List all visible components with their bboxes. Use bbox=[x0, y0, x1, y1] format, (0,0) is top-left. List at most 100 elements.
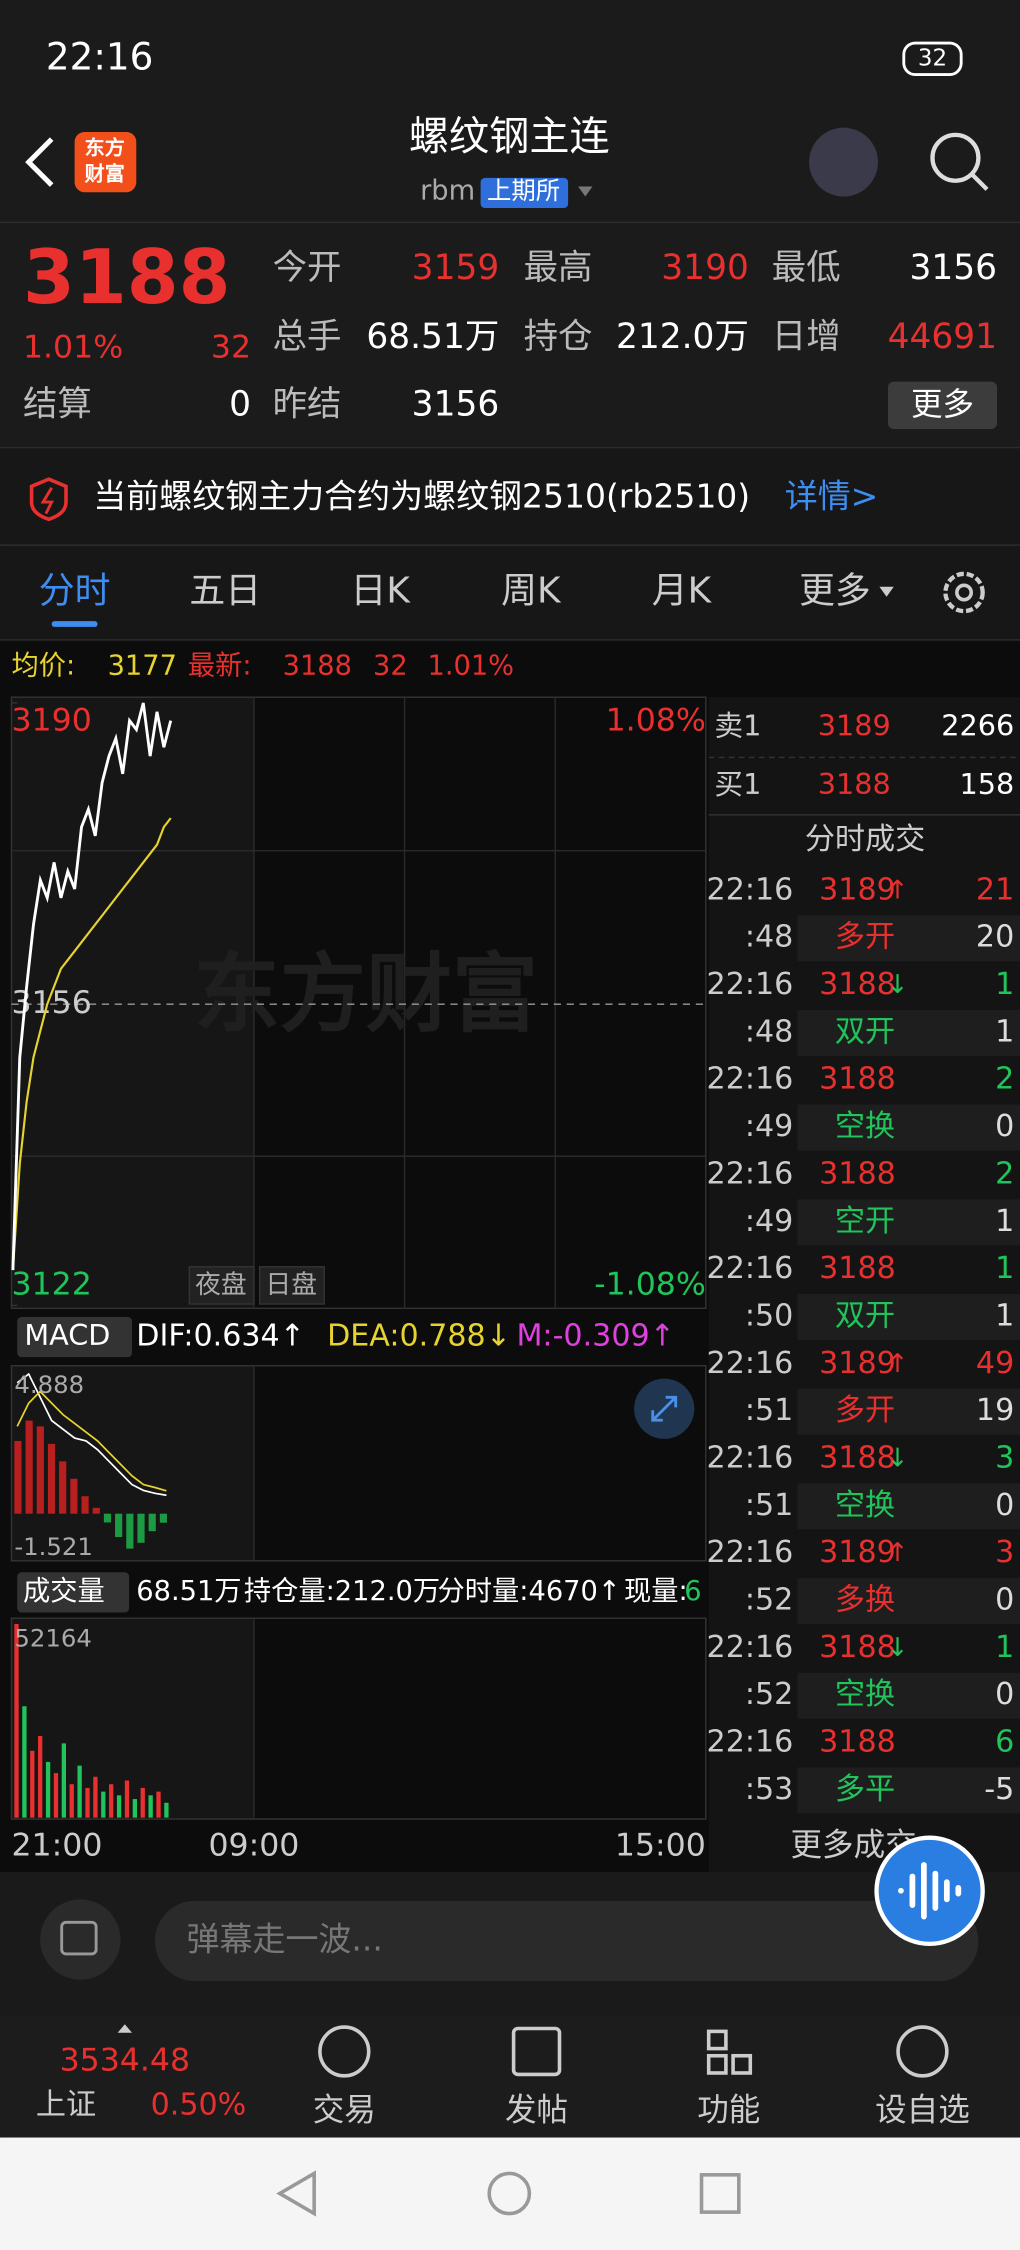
index-value[interactable]: 3534.48 bbox=[60, 2042, 190, 2078]
volume-bar bbox=[85, 1787, 90, 1818]
average-line bbox=[11, 817, 172, 1271]
system-recents[interactable] bbox=[699, 2173, 741, 2214]
tab[interactable]: 更多 bbox=[799, 570, 871, 611]
trade-arrow: ↓ bbox=[887, 1633, 909, 1663]
trade-second: :51 bbox=[745, 1488, 793, 1523]
change-pct: 1.01% bbox=[23, 330, 123, 366]
trade-time: 22:16 bbox=[707, 1346, 794, 1381]
macd-bar bbox=[103, 1513, 112, 1523]
y-tick-label: 4.888 bbox=[14, 1370, 84, 1399]
system-home[interactable] bbox=[487, 2171, 532, 2216]
indicator-name[interactable]: 成交量 bbox=[23, 1576, 105, 1607]
dropdown-icon[interactable] bbox=[879, 586, 894, 597]
trade-row-bg bbox=[797, 915, 1020, 962]
trade-price: 3188 bbox=[819, 1440, 896, 1475]
index-name[interactable]: 上证 bbox=[36, 2087, 96, 2122]
tab[interactable]: 日K bbox=[350, 570, 411, 611]
settings-button[interactable] bbox=[955, 583, 974, 602]
settings-button[interactable] bbox=[943, 571, 985, 614]
trade-icon[interactable] bbox=[318, 2025, 371, 2078]
y-tick-label: 3190 bbox=[11, 703, 91, 739]
search-button[interactable] bbox=[930, 132, 981, 183]
function-icon[interactable] bbox=[706, 2053, 728, 2075]
nav-item[interactable]: 交易 bbox=[313, 2093, 376, 2129]
nav-item[interactable]: 设自选 bbox=[875, 2093, 970, 2129]
watchlist-icon[interactable] bbox=[896, 2025, 949, 2078]
nav-item[interactable]: 功能 bbox=[697, 2093, 760, 2129]
tab[interactable]: 五日 bbox=[189, 570, 261, 611]
trade-price: 3188 bbox=[819, 1251, 896, 1286]
indicator-selector[interactable] bbox=[17, 1316, 132, 1358]
trade-second: :52 bbox=[745, 1582, 793, 1617]
trade-time: 22:16 bbox=[707, 1630, 794, 1665]
indicator-name[interactable]: MACD bbox=[24, 1318, 110, 1352]
trade-price: 3188 bbox=[819, 1156, 896, 1191]
trade-oi: 1 bbox=[995, 1298, 1014, 1333]
back-button[interactable] bbox=[25, 137, 54, 187]
index-pct[interactable]: 0.50% bbox=[151, 2087, 247, 2122]
danmaku-icon[interactable] bbox=[60, 1920, 98, 1956]
trade-type: 多开 bbox=[835, 920, 895, 955]
post-icon[interactable] bbox=[511, 2026, 562, 2077]
label: 持仓量:212.0万 bbox=[244, 1576, 440, 1607]
trade-time: 22:16 bbox=[707, 967, 794, 1002]
voice-button[interactable] bbox=[874, 1835, 985, 1947]
x-tick-label: 09:00 bbox=[208, 1827, 299, 1863]
trade-price: 3188 bbox=[819, 967, 896, 1002]
trade-time: 22:16 bbox=[707, 872, 794, 907]
function-icon[interactable] bbox=[706, 2029, 728, 2051]
book-label: 卖1 bbox=[714, 708, 761, 742]
expand-icon[interactable] bbox=[651, 1395, 678, 1422]
volume-bar bbox=[14, 1623, 19, 1818]
macd-bar bbox=[115, 1513, 123, 1537]
system-back[interactable] bbox=[276, 2170, 316, 2217]
label: M:-0.309↑ bbox=[516, 1319, 674, 1354]
comment-input[interactable] bbox=[154, 1900, 979, 1982]
function-icon[interactable] bbox=[731, 2053, 753, 2075]
nav-item[interactable]: 发帖 bbox=[505, 2093, 568, 2129]
trade-time: 22:16 bbox=[707, 1251, 794, 1286]
page-title: 螺纹钢主连 bbox=[409, 114, 610, 160]
label: 最新: bbox=[188, 651, 252, 682]
macd-bar bbox=[126, 1513, 134, 1549]
label: 32 bbox=[373, 651, 408, 682]
alert-icon bbox=[40, 487, 54, 515]
field-value: 3159 bbox=[412, 248, 500, 288]
input-placeholder[interactable]: 弹幕走一波... bbox=[187, 1919, 383, 1958]
trade-row-bg bbox=[797, 1388, 1020, 1435]
notice-link[interactable]: 详情> bbox=[785, 476, 879, 515]
macd-bar bbox=[92, 1507, 100, 1514]
trade-type: 多换 bbox=[835, 1582, 895, 1617]
search-button[interactable] bbox=[971, 173, 989, 191]
dropdown-icon[interactable] bbox=[578, 186, 593, 197]
label: 1.01% bbox=[428, 651, 515, 682]
tab[interactable]: 分时 bbox=[39, 570, 111, 611]
more-button[interactable] bbox=[888, 381, 998, 429]
expand-icon[interactable] bbox=[117, 2024, 132, 2033]
trade-time: 22:16 bbox=[707, 1156, 794, 1191]
trade-arrow: ↓ bbox=[887, 970, 909, 1000]
trade-type: 空换 bbox=[835, 1109, 895, 1144]
field-label: 持仓 bbox=[524, 317, 593, 357]
price-line bbox=[11, 702, 173, 1271]
danmaku-button[interactable] bbox=[40, 1899, 121, 1980]
avatar[interactable] bbox=[809, 127, 878, 197]
tab[interactable]: 月K bbox=[652, 570, 713, 611]
tab[interactable]: 周K bbox=[501, 570, 562, 611]
volume-bar bbox=[61, 1743, 66, 1818]
field-value: 44691 bbox=[888, 317, 997, 357]
macd-bar bbox=[14, 1440, 22, 1514]
notice-text: 当前螺纹钢主力合约为螺纹钢2510(rb2510) bbox=[93, 476, 750, 515]
trade-qty: 1 bbox=[995, 1630, 1014, 1665]
night-session-bg bbox=[11, 1618, 254, 1820]
more-button[interactable]: 更多 bbox=[911, 387, 974, 423]
trade-qty: 1 bbox=[995, 967, 1014, 1002]
volume-bar bbox=[53, 1773, 59, 1818]
voice-icon[interactable] bbox=[898, 1862, 962, 1920]
y-tick-label: 52164 bbox=[14, 1624, 92, 1653]
field-value: 3156 bbox=[412, 384, 500, 424]
trade-second: :53 bbox=[745, 1772, 793, 1807]
indicator-selector[interactable] bbox=[17, 1572, 130, 1613]
field-value: 68.51万 bbox=[366, 317, 499, 357]
